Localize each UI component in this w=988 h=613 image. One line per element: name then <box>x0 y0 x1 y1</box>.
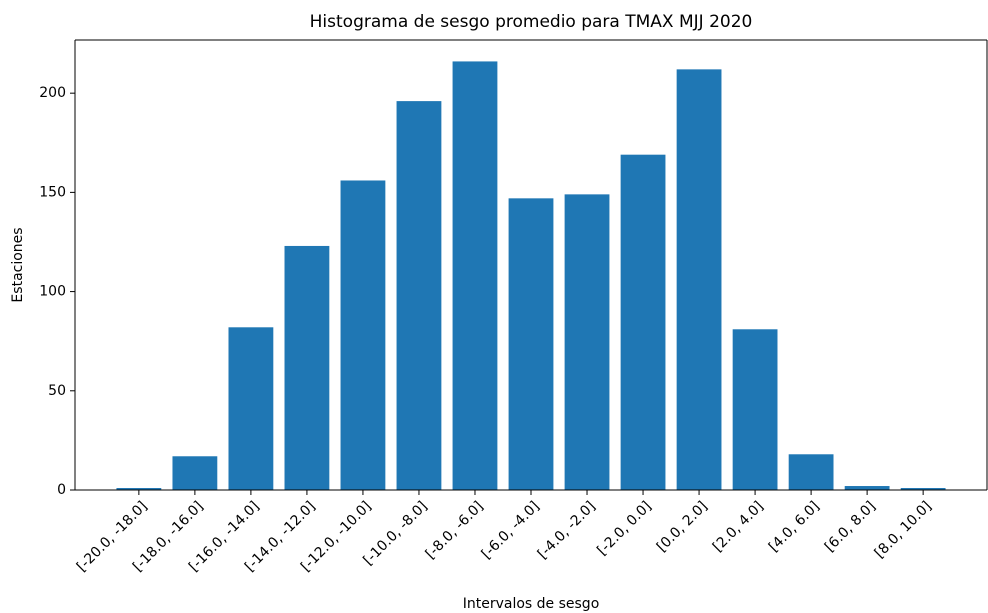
bar <box>788 454 834 490</box>
y-tick-label: 0 <box>57 482 66 498</box>
bar <box>340 180 386 490</box>
bar <box>564 194 610 490</box>
bar <box>396 101 442 490</box>
x-axis-label: Intervalos de sesgo <box>463 596 600 612</box>
y-tick-label: 100 <box>39 284 66 300</box>
bar <box>452 61 498 491</box>
y-tick-label: 150 <box>39 184 66 200</box>
y-tick-label: 200 <box>39 85 66 101</box>
bar <box>284 245 330 490</box>
bar <box>172 456 218 490</box>
bar <box>676 69 722 490</box>
bar <box>116 488 162 490</box>
bar <box>620 154 666 490</box>
chart-title: Histograma de sesgo promedio para TMAX M… <box>310 12 753 32</box>
y-axis-label: Estaciones <box>10 227 26 302</box>
bar <box>844 486 890 490</box>
bar <box>732 329 778 490</box>
bar <box>228 327 274 490</box>
bar <box>508 198 554 491</box>
bar <box>900 488 946 490</box>
y-tick-label: 50 <box>48 383 66 399</box>
